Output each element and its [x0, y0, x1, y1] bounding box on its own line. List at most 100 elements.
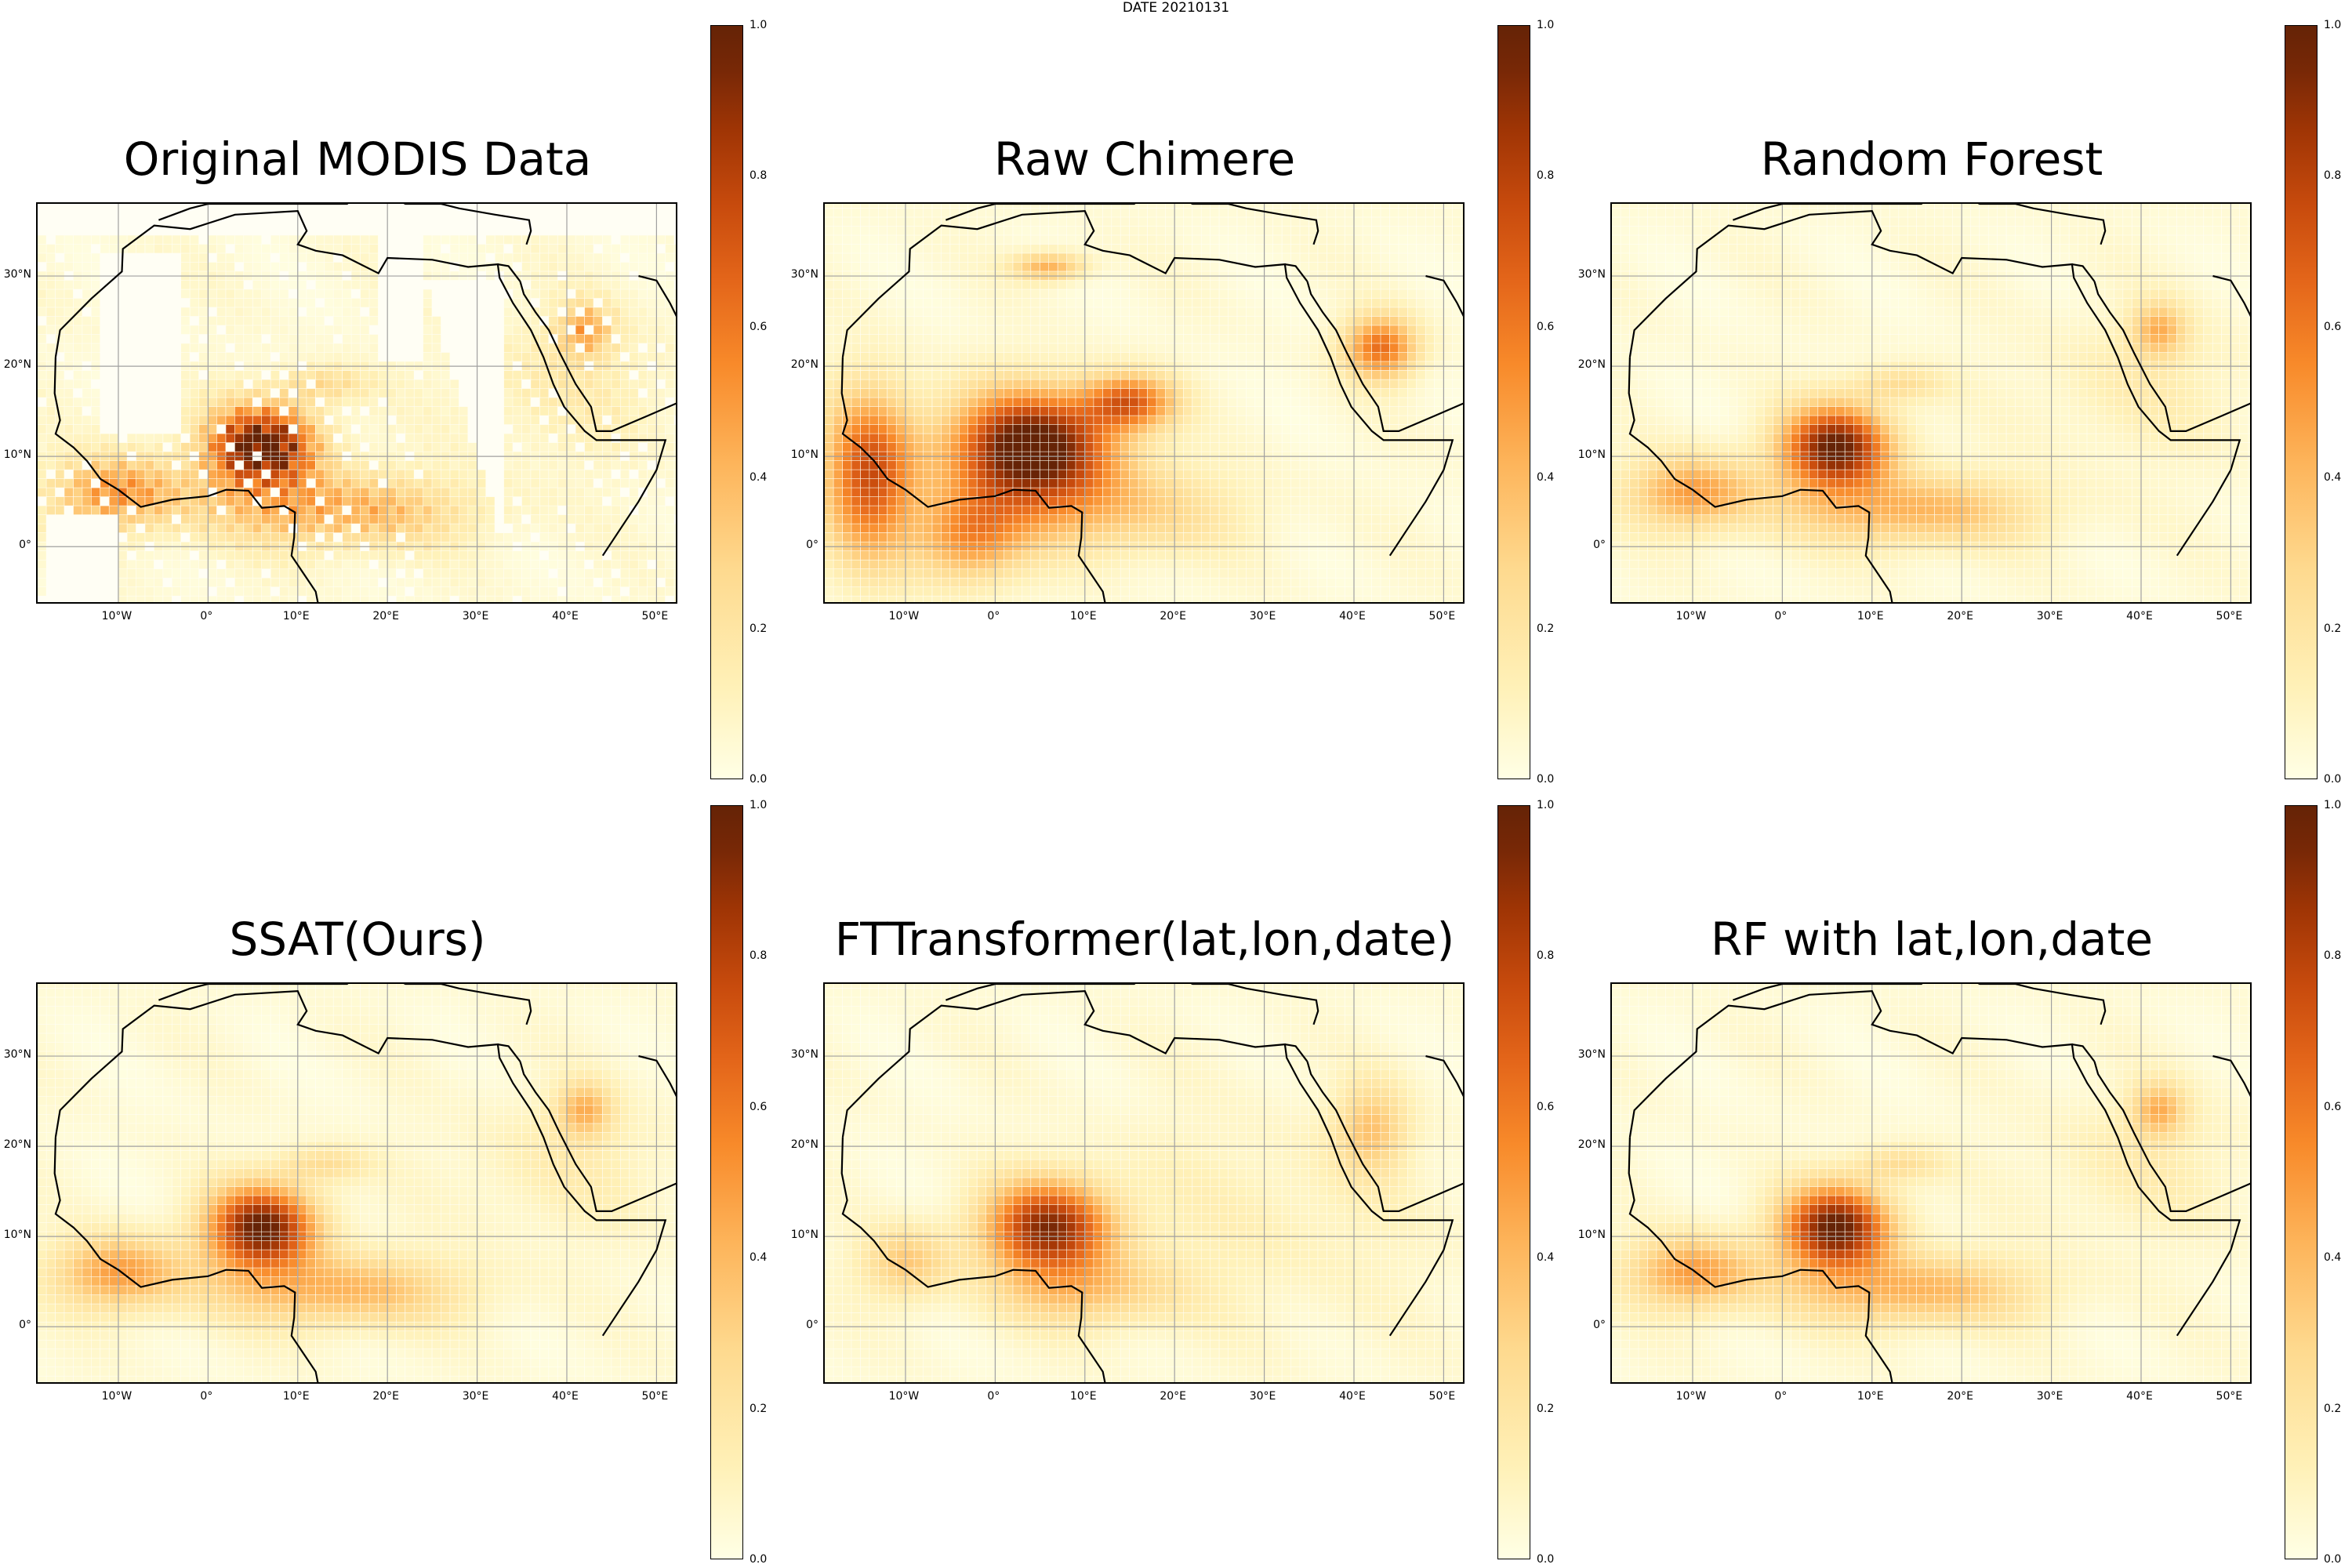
heatmap-cell: [995, 343, 1004, 353]
heatmap-cell: [959, 325, 968, 335]
heatmap-cell: [432, 460, 441, 470]
heatmap-cell: [869, 208, 878, 217]
heatmap-cell: [1183, 506, 1192, 515]
heatmap-cell: [549, 424, 557, 434]
heatmap-cell: [665, 587, 674, 596]
heatmap-cell: [1022, 307, 1031, 317]
heatmap-cell: [1246, 217, 1255, 227]
heatmap-cell: [513, 533, 522, 542]
heatmap-cell: [977, 560, 986, 569]
heatmap-cell: [270, 569, 280, 578]
heatmap-cell: [887, 388, 896, 397]
heatmap-cell: [64, 424, 74, 434]
heatmap-cell: [1066, 307, 1076, 317]
heatmap-cell: [1138, 388, 1148, 397]
heatmap-cell: [369, 578, 379, 587]
heatmap-cell: [396, 424, 405, 434]
heatmap-cell: [1228, 533, 1237, 542]
heatmap-cell: [1264, 506, 1273, 515]
heatmap-cell: [46, 496, 56, 506]
heatmap-cell: [1066, 478, 1076, 488]
heatmap-cell: [1120, 262, 1130, 271]
heatmap-cell: [1201, 496, 1210, 506]
heatmap-cell: [869, 506, 878, 515]
heatmap-cell: [38, 352, 46, 361]
heatmap-cell: [297, 370, 307, 379]
heatmap-cell: [503, 560, 513, 569]
heatmap-cell: [343, 478, 351, 488]
heatmap-cell: [968, 334, 977, 343]
heatmap-cell: [1066, 397, 1076, 407]
heatmap-cell: [602, 524, 612, 533]
heatmap-cell: [360, 488, 369, 497]
heatmap-cell: [833, 307, 843, 317]
heatmap-cell: [1031, 298, 1040, 307]
heatmap-cell: [1345, 578, 1354, 587]
heatmap-cell: [432, 235, 441, 245]
heatmap-cell: [674, 434, 676, 443]
heatmap-cell: [941, 316, 950, 325]
heatmap-cell: [73, 434, 82, 443]
heatmap-cell: [486, 551, 495, 560]
heatmap-cell: [172, 470, 181, 479]
heatmap-cell: [1183, 488, 1192, 497]
heatmap-cell: [1345, 496, 1354, 506]
heatmap-cell: [1183, 406, 1192, 416]
heatmap-cell: [405, 488, 414, 497]
heatmap-cell: [1040, 235, 1049, 245]
heatmap-cell: [1273, 397, 1282, 407]
heatmap-cell: [1013, 352, 1022, 361]
heatmap-cell: [1183, 470, 1192, 479]
heatmap-cell: [896, 569, 906, 578]
heatmap-cell: [549, 253, 557, 263]
heatmap-cell: [1138, 488, 1148, 497]
heatmap-cell: [172, 442, 181, 452]
heatmap-cell: [1040, 424, 1049, 434]
heatmap-cell: [593, 289, 603, 299]
map-canvas: [825, 204, 1463, 602]
heatmap-cell: [1084, 388, 1094, 397]
dust-map: [36, 202, 677, 604]
heatmap-cell: [46, 280, 56, 289]
heatmap-cell: [1066, 388, 1076, 397]
heatmap-cell: [405, 416, 414, 425]
heatmap-cell: [557, 334, 567, 343]
heatmap-cell: [1192, 434, 1201, 443]
heatmap-cell: [325, 379, 333, 389]
heatmap-cell: [914, 316, 924, 325]
heatmap-cell: [648, 587, 656, 596]
heatmap-cell: [1237, 488, 1247, 497]
heatmap-cell: [1219, 416, 1229, 425]
heatmap-cell: [1076, 379, 1085, 389]
heatmap-cell: [851, 262, 861, 271]
heatmap-cell: [1345, 253, 1354, 263]
heatmap-cell: [1308, 244, 1318, 253]
heatmap-cell: [887, 596, 896, 602]
heatmap-cell: [842, 496, 851, 506]
heatmap-cell: [1120, 280, 1130, 289]
heatmap-cell: [1138, 397, 1148, 407]
heatmap-cell: [1219, 352, 1229, 361]
heatmap-cell: [923, 524, 932, 533]
heatmap-cell: [968, 478, 977, 488]
heatmap-cell: [833, 298, 843, 307]
heatmap-cell: [1219, 307, 1229, 317]
heatmap-cell: [343, 262, 351, 271]
heatmap-cell: [1282, 424, 1291, 434]
heatmap-cell: [369, 244, 379, 253]
heatmap-cell: [1112, 334, 1120, 343]
heatmap-cell: [1237, 244, 1247, 253]
heatmap-cell: [1264, 307, 1273, 317]
heatmap-cell: [450, 478, 459, 488]
heatmap-cell: [297, 289, 307, 299]
heatmap-cell: [244, 569, 252, 578]
heatmap-cell: [1174, 578, 1183, 587]
heatmap-cell: [1210, 416, 1219, 425]
heatmap-cell: [226, 379, 235, 389]
heatmap-cell: [1228, 406, 1237, 416]
heatmap-cell: [1318, 343, 1327, 353]
heatmap-cell: [539, 587, 549, 596]
heatmap-cell: [181, 442, 190, 452]
heatmap-cell: [941, 307, 950, 317]
heatmap-cell: [851, 217, 861, 227]
